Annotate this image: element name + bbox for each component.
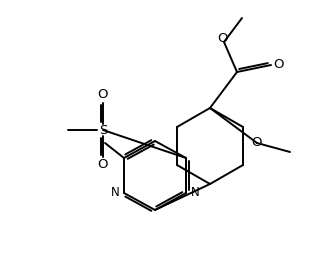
Text: O: O	[218, 33, 228, 46]
Text: O: O	[251, 137, 261, 150]
Text: O: O	[98, 159, 108, 172]
Text: N: N	[191, 186, 199, 199]
Text: O: O	[274, 59, 284, 72]
Text: S: S	[99, 124, 107, 137]
Text: N: N	[111, 186, 119, 199]
Text: O: O	[98, 89, 108, 102]
